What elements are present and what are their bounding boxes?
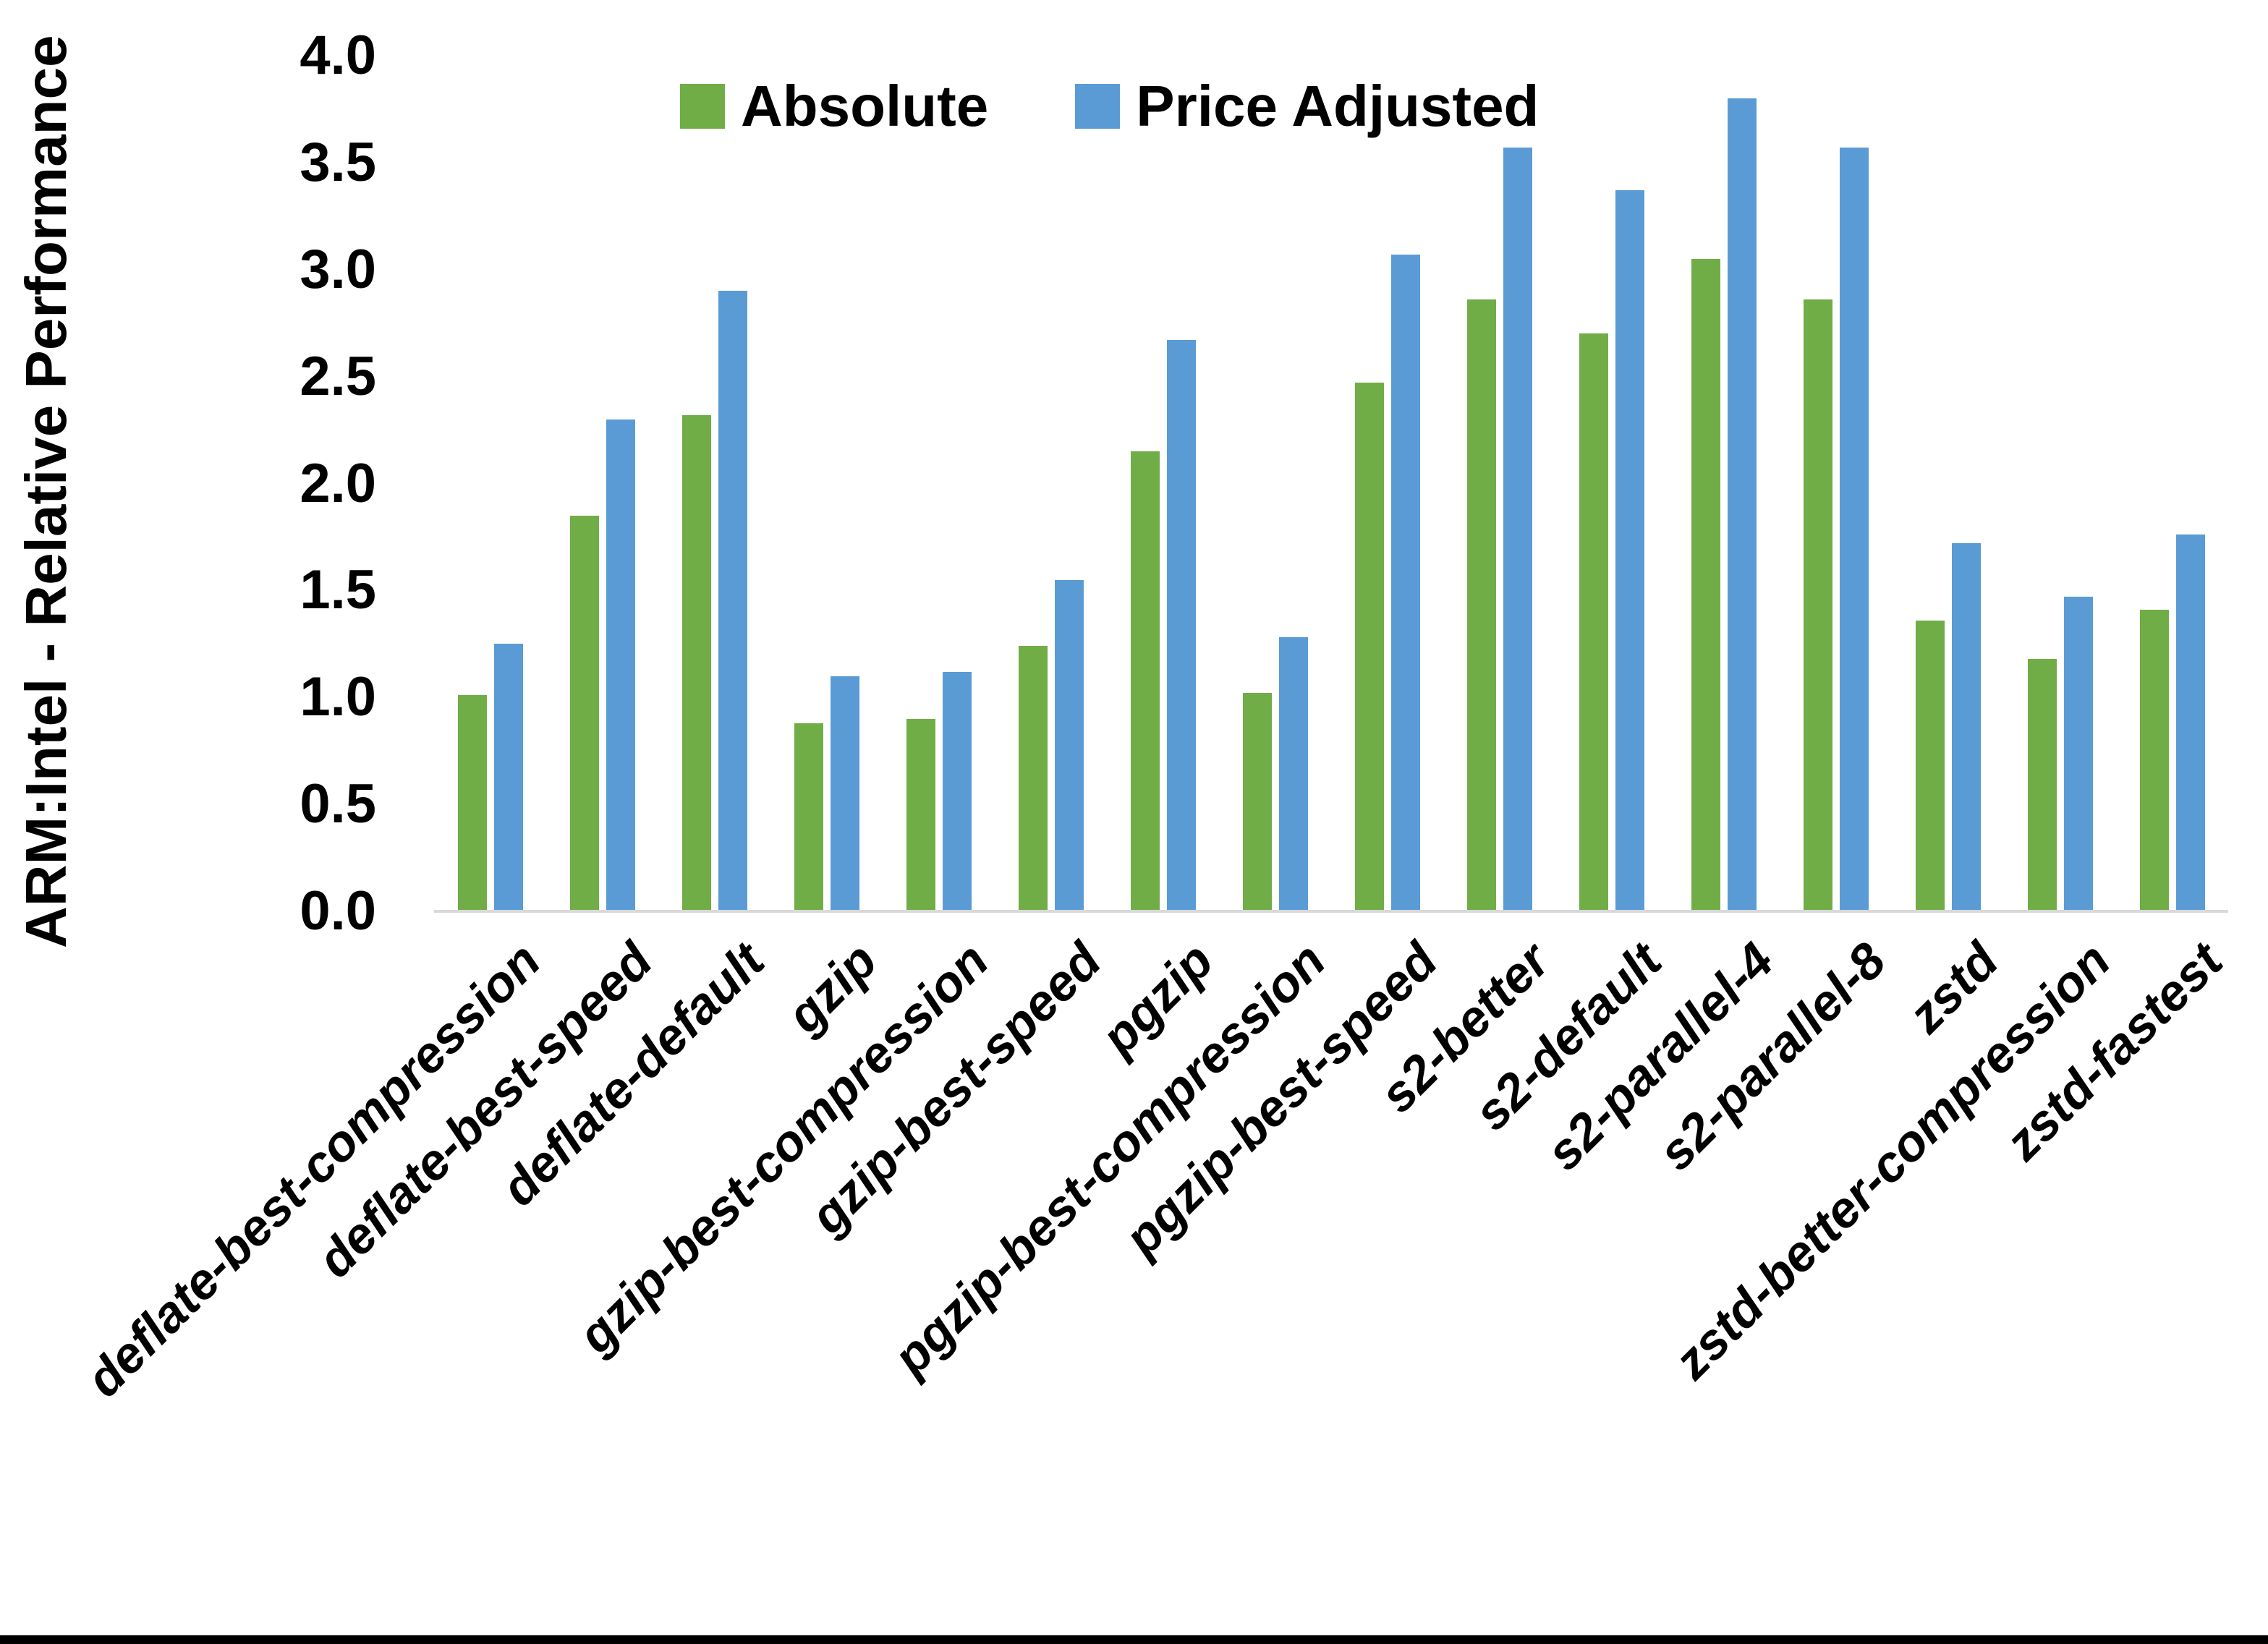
bar-price-adjusted-deflate-default [718,291,747,911]
bar-absolute-gzip-best-speed [1019,646,1048,911]
bar-price-adjusted-zstd-fastest [2176,534,2205,911]
y-tick-label-3.0: 3.0 [300,238,376,300]
plot-area: 0.0 0.5 1.0 1.5 2.0 2.5 3.0 3.5 4.0 deflate-best… [75,28,2233,1408]
bar-absolute-s2-parallel-8 [1804,299,1832,911]
bar-price-adjusted-deflate-best-compression [494,644,523,911]
y-tick-label-0.5: 0.5 [300,773,376,835]
y-tick-label-2.0: 2.0 [300,452,376,514]
x-label-deflate-best-compression: deflate-best-compression [75,932,551,1408]
y-tick-label-4.0: 4.0 [300,25,376,86]
bar-absolute-pgzip-best-compression [1243,693,1272,911]
bar-price-adjusted-pgzip-best-compression [1279,637,1308,911]
y-tick-label-3.5: 3.5 [300,131,376,193]
legend-swatch-absolute [680,84,725,129]
y-tick-label-1.5: 1.5 [300,559,376,621]
bar-absolute-zstd-fastest [2140,610,2169,911]
bar-absolute-gzip-best-compression [906,719,935,911]
bar-price-adjusted-s2-better [1503,148,1532,911]
y-tick-label-1.0: 1.0 [300,666,376,728]
bar-price-adjusted-pgzip [1167,340,1196,911]
bar-price-adjusted-deflate-best-speed [606,419,635,911]
bar-absolute-s2-better [1467,299,1496,911]
bar-price-adjusted-zstd [1952,543,1981,911]
legend-label-absolute: Absolute [741,74,989,138]
bar-absolute-deflate-best-speed [570,516,599,911]
legend-item-price-adjusted: Price Adjusted [1075,73,1539,140]
bar-price-adjusted-gzip-best-compression [943,672,972,911]
bar-price-adjusted-s2-parallel-8 [1840,148,1869,911]
legend: Absolute Price Adjusted [680,67,1539,146]
bar-absolute-s2-default [1579,333,1608,911]
bars-container [434,56,2228,911]
bar-price-adjusted-gzip [831,676,859,911]
legend-swatch-price-adjusted [1075,84,1121,129]
y-axis-title: ARM:Intel - Relative Performance [14,35,78,949]
legend-label-price-adjusted: Price Adjusted [1136,74,1539,138]
bar-price-adjusted-zstd-better-compression [2064,597,2093,911]
bar-price-adjusted-gzip-best-speed [1055,580,1084,911]
bar-price-adjusted-pgzip-best-speed [1391,255,1420,911]
bar-absolute-deflate-default [682,415,711,911]
bar-absolute-gzip [794,723,823,911]
bar-price-adjusted-s2-default [1615,190,1644,911]
y-tick-label-2.5: 2.5 [300,345,376,407]
bar-absolute-pgzip-best-speed [1355,383,1384,911]
bar-absolute-pgzip [1131,451,1160,911]
bar-absolute-deflate-best-compression [458,695,487,911]
bar-absolute-zstd [1916,621,1945,911]
legend-item-absolute: Absolute [680,73,988,140]
bar-absolute-zstd-better-compression [2028,659,2057,911]
y-tick-label-0.0: 0.0 [300,880,376,942]
bar-price-adjusted-s2-parallel-4 [1728,98,1757,911]
x-axis-line [434,910,2228,913]
bar-absolute-s2-parallel-4 [1691,259,1720,911]
